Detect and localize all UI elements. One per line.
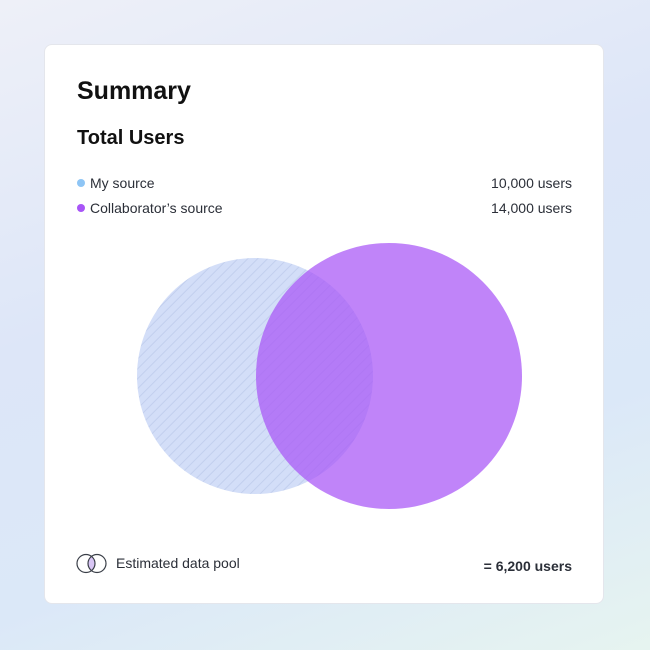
venn-circle-collaborator-source: [256, 243, 522, 509]
section-title-total-users: Total Users: [77, 127, 185, 149]
legend-label-collaborator-source: Collaborator’s source: [90, 200, 223, 216]
collaborator-source-dot-icon: [77, 204, 85, 212]
summary-card: Summary Total Users My source 10,000 use…: [44, 44, 604, 604]
venn-diagram: [137, 243, 522, 509]
card-title: Summary: [77, 77, 191, 105]
venn-overlap-icon: [76, 553, 107, 573]
legend-value-collaborator-source: 14,000 users: [491, 200, 572, 216]
legend-value-my-source: 10,000 users: [491, 175, 572, 191]
my-source-dot-icon: [77, 179, 85, 187]
legend-item-my-source: My source 10,000 users: [77, 173, 572, 193]
legend-item-collaborator-source: Collaborator’s source 14,000 users: [77, 198, 572, 218]
legend-label-my-source: My source: [90, 175, 155, 191]
estimated-data-pool-row: Estimated data pool = 6,200 users: [76, 551, 572, 575]
estimated-data-pool-value: = 6,200 users: [483, 558, 572, 574]
estimated-data-pool-label: Estimated data pool: [116, 555, 240, 571]
